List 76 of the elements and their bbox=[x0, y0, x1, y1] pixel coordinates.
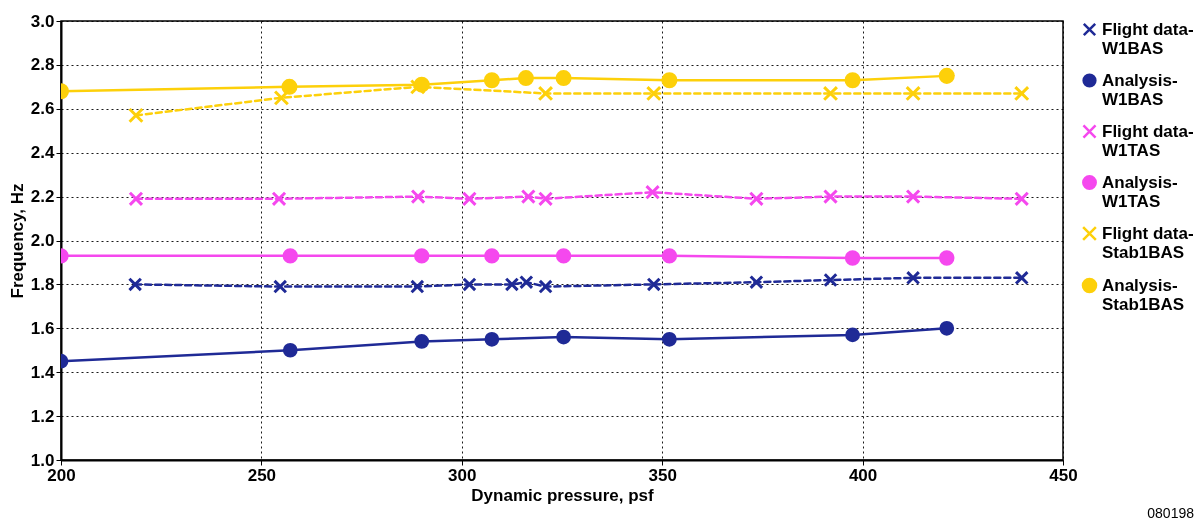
legend-label: Flight data-W1TAS bbox=[1102, 121, 1194, 160]
point bbox=[822, 189, 839, 205]
y-tick-label: 1.6 bbox=[30, 318, 55, 338]
y-tick-label: 1.8 bbox=[30, 274, 55, 294]
point bbox=[414, 334, 430, 349]
point bbox=[128, 191, 144, 207]
point bbox=[410, 279, 425, 294]
x-axis-title: Dynamic pressure, psf bbox=[471, 485, 655, 505]
legend-label: Analysis-Stab1BAS bbox=[1102, 275, 1185, 314]
point bbox=[555, 70, 572, 87]
point bbox=[273, 279, 288, 294]
y-axis-title: Frequency, Hz bbox=[7, 183, 27, 299]
y-tick-label: 2.0 bbox=[30, 231, 55, 250]
y-tick-label: 2.4 bbox=[30, 143, 56, 163]
legend-label: Analysis-W1TAS bbox=[1102, 172, 1178, 211]
point bbox=[749, 275, 764, 290]
point bbox=[461, 191, 477, 207]
point bbox=[645, 85, 662, 102]
y-tick-label: 2.2 bbox=[30, 187, 55, 207]
point bbox=[127, 277, 143, 292]
point bbox=[410, 189, 426, 205]
point bbox=[282, 342, 298, 358]
x-tick-label: 250 bbox=[247, 465, 277, 485]
x-tick-label: 300 bbox=[448, 465, 477, 485]
point bbox=[414, 248, 430, 264]
point bbox=[748, 191, 764, 207]
point bbox=[484, 248, 500, 264]
point bbox=[281, 78, 298, 95]
point bbox=[1014, 270, 1029, 286]
y-tick-label: 3.0 bbox=[30, 11, 55, 31]
point bbox=[905, 189, 921, 205]
point bbox=[538, 191, 554, 207]
y-tick-label: 2.6 bbox=[30, 99, 55, 119]
legend-label: Flight data-W1BAS bbox=[1102, 19, 1194, 58]
x-tick-label: 450 bbox=[1049, 465, 1078, 485]
point bbox=[483, 72, 500, 89]
x-tick-label: 350 bbox=[648, 465, 677, 485]
point bbox=[556, 329, 571, 345]
point bbox=[905, 270, 921, 286]
point bbox=[662, 331, 677, 347]
point bbox=[555, 248, 572, 264]
point bbox=[273, 89, 290, 106]
legend-label: Analysis-W1BAS bbox=[1102, 70, 1178, 109]
point bbox=[646, 277, 661, 292]
point bbox=[938, 67, 955, 84]
y-tick-label: 2.8 bbox=[30, 55, 55, 75]
point bbox=[520, 189, 536, 205]
point bbox=[504, 277, 520, 292]
point bbox=[517, 70, 534, 87]
point bbox=[822, 85, 839, 102]
point bbox=[645, 184, 661, 200]
point bbox=[939, 320, 955, 336]
point bbox=[1014, 191, 1030, 207]
point bbox=[1013, 85, 1030, 102]
point bbox=[939, 250, 955, 266]
point bbox=[537, 85, 554, 102]
point bbox=[271, 191, 287, 207]
point bbox=[905, 85, 921, 102]
text: 080198 bbox=[1147, 505, 1195, 521]
point bbox=[409, 78, 426, 95]
y-tick-label: 1.4 bbox=[30, 362, 56, 382]
x-tick-label: 400 bbox=[848, 465, 878, 485]
point bbox=[128, 107, 144, 124]
point bbox=[661, 72, 678, 89]
legend-label: Flight data-Stab1BAS bbox=[1102, 223, 1194, 262]
point bbox=[538, 279, 553, 294]
point bbox=[844, 250, 861, 266]
point bbox=[845, 327, 860, 343]
point bbox=[519, 275, 534, 290]
point bbox=[823, 272, 838, 288]
point bbox=[484, 331, 500, 347]
y-tick-label: 1.2 bbox=[30, 406, 55, 426]
point bbox=[282, 248, 298, 264]
point bbox=[661, 248, 678, 264]
point bbox=[844, 72, 861, 89]
point bbox=[462, 277, 477, 292]
